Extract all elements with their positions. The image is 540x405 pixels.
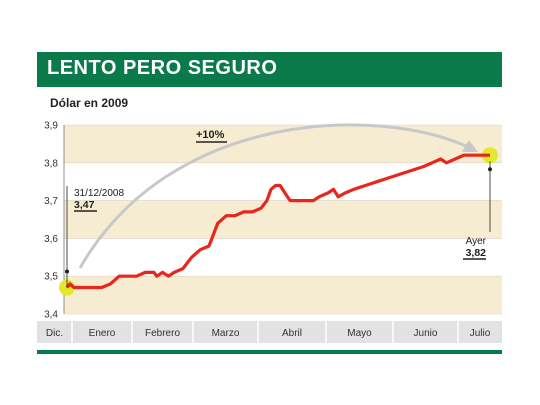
- y-tick-label: 3,9: [44, 121, 58, 132]
- end-date-label: Ayer: [466, 236, 487, 247]
- y-tick-label: 3,6: [44, 234, 58, 245]
- month-label: Junio: [414, 328, 438, 339]
- month-label: Marzo: [212, 328, 240, 339]
- growth-arrow: [78, 123, 478, 269]
- month-axis: Dic. Enero Febrero Marzo Abril Mayo Junio Julio: [37, 321, 502, 343]
- start-date-label: 31/12/2008: [74, 188, 124, 199]
- growth-percent-label: +10%: [196, 129, 225, 141]
- month-strip: [37, 321, 502, 343]
- bottom-rule: [37, 350, 502, 354]
- grid-bands: [64, 125, 502, 314]
- y-axis-ticks: 3,9 3,8 3,7 3,6 3,5 3,4: [44, 121, 58, 321]
- month-label: Mayo: [347, 328, 372, 339]
- y-tick-label: 3,4: [44, 310, 58, 321]
- title-banner: LENTO PERO SEGURO: [37, 52, 502, 87]
- start-dot: [65, 269, 69, 274]
- growth-arrow-head: [462, 140, 478, 152]
- month-label: Dic.: [46, 328, 63, 339]
- grid-band: [64, 200, 502, 239]
- series-line: [65, 153, 490, 290]
- start-value-label: 3,47: [74, 199, 95, 211]
- growth-arrow-curve: [78, 123, 471, 269]
- y-tick-label: 3,5: [44, 272, 58, 283]
- grid-lines: [63, 124, 502, 315]
- month-label: Abril: [282, 328, 302, 339]
- month-label: Julio: [470, 328, 491, 339]
- end-value-label: 3,82: [466, 247, 487, 259]
- end-dot: [488, 167, 492, 172]
- y-tick-label: 3,7: [44, 196, 58, 207]
- chart-subtitle: Dólar en 2009: [50, 96, 129, 110]
- month-label: Febrero: [145, 328, 180, 339]
- y-tick-label: 3,8: [44, 158, 58, 169]
- grid-band: [64, 276, 502, 314]
- chart-title: LENTO PERO SEGURO: [47, 57, 278, 79]
- month-label: Enero: [89, 328, 116, 339]
